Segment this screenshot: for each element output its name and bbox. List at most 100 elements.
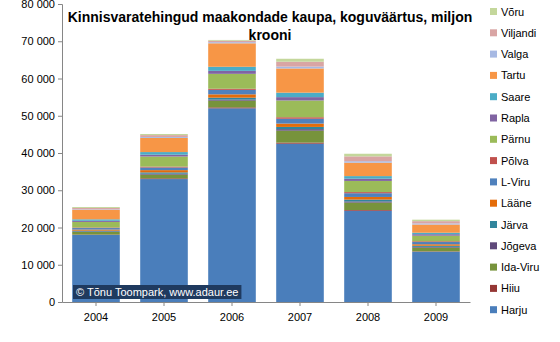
x-tick: 2004 [84, 302, 108, 323]
legend-item: Viljandi [490, 27, 536, 39]
x-tick-mark [232, 302, 233, 306]
x-tick: 2007 [288, 302, 312, 323]
bar-segment [276, 67, 324, 69]
bar-segment [72, 231, 120, 233]
bar-segment [140, 155, 188, 157]
series-group [72, 90, 460, 244]
bar-segment [276, 129, 324, 130]
legend-label: Ida-Viru [501, 261, 539, 273]
legend-label: Pärnu [501, 133, 530, 145]
annotation-group: © Tõnu Toompark, www.adaur.ee [73, 285, 241, 299]
legend-swatch [490, 8, 497, 15]
bar-segment [208, 43, 256, 66]
bar-segment [208, 74, 256, 89]
legend-item: Tartu [490, 69, 525, 81]
chart-svg: 0 10 000 20 000 30 000 40 000 50 000 60 000 70 … [0, 0, 560, 342]
legend-item: Võru [490, 6, 524, 18]
legend-label: Rapla [501, 112, 531, 124]
bar-segment [344, 156, 392, 161]
legend-item: Jõgeva [490, 240, 537, 252]
bar-segment [344, 181, 392, 192]
x-axis-line [63, 302, 471, 303]
legend-swatch [490, 200, 497, 207]
legend-item: Saare [490, 91, 530, 103]
bar-segment [208, 108, 256, 302]
bar-segment [208, 100, 256, 101]
x-tick: 2009 [424, 302, 448, 323]
y-tick-label: 80 000 [21, 0, 55, 10]
y-tick-label: 70 000 [21, 35, 55, 47]
chart-title: Kinnisvaratehingud maakondade kaupa, kog… [68, 9, 473, 43]
y-axis: 0 10 000 20 000 30 000 40 000 50 000 60 000 70 … [21, 0, 62, 308]
bar-segment [276, 62, 324, 67]
legend-swatch [490, 285, 497, 292]
chart-title-line: krooni [249, 27, 292, 43]
legend-swatch [490, 72, 497, 79]
bar-segment [344, 154, 392, 157]
legend-item: Harju [490, 304, 527, 316]
legend-label: Hiiu [501, 282, 520, 294]
legend-label: Järva [501, 219, 529, 231]
series-group [72, 42, 460, 224]
y-tick-label: 50 000 [21, 110, 55, 122]
y-tick-label: 60 000 [21, 73, 55, 85]
y-tick-mark [58, 302, 62, 303]
legend-item: Valga [490, 48, 529, 60]
legend-swatch [490, 264, 497, 271]
bar-segment [140, 173, 188, 175]
bar-segment [344, 193, 392, 197]
y-tick: 80 000 [21, 0, 62, 10]
x-tick-label: 2006 [220, 311, 244, 323]
bar-segment [412, 221, 460, 223]
bar-segment [412, 236, 460, 242]
legend-label: L-Viru [501, 176, 530, 188]
legend-label: Viljandi [501, 27, 536, 39]
bar-segment [344, 176, 392, 179]
legend-swatch [490, 242, 497, 249]
bar-segment [72, 207, 120, 209]
legend-item: Pärnu [490, 133, 530, 145]
y-tick-mark [58, 190, 62, 191]
x-tick-label: 2007 [288, 311, 312, 323]
bar-segment [344, 161, 392, 162]
legend-label: Saare [501, 91, 530, 103]
x-tick-mark [368, 302, 369, 306]
series-group [72, 107, 460, 251]
bar-segment [208, 67, 256, 71]
bar-segment [344, 163, 392, 176]
bar-segment [412, 223, 460, 224]
y-tick: 50 000 [21, 110, 62, 122]
y-tick-label: 0 [49, 296, 55, 308]
chart-container: 0 10 000 20 000 30 000 40 000 50 000 60 000 70 … [0, 0, 560, 342]
x-tick-mark [96, 302, 97, 306]
bar-segment [72, 208, 120, 209]
series-group [72, 101, 460, 252]
legend-swatch [490, 178, 497, 185]
bar-segment [412, 246, 460, 247]
bar-segment [276, 100, 324, 117]
x-axis: 200420052006200720082009 [63, 302, 471, 323]
legend-item: Rapla [490, 112, 531, 124]
series-group [72, 108, 460, 302]
bar-segment [72, 209, 120, 211]
bar-segment [412, 233, 460, 234]
y-tick-label: 10 000 [21, 259, 55, 271]
legend-label: Lääne [501, 197, 532, 209]
bar-segment [208, 89, 256, 90]
x-tick-mark [436, 302, 437, 306]
legend-swatch [490, 115, 497, 122]
annotation-background [73, 285, 241, 299]
y-tick: 30 000 [21, 184, 62, 196]
bar-segment [208, 101, 256, 108]
bar-segment [412, 252, 460, 302]
bar-segment [208, 98, 256, 100]
y-tick-label: 40 000 [21, 147, 55, 159]
bar-segment [344, 201, 392, 202]
bar-segment [412, 220, 460, 221]
series-group [72, 67, 460, 234]
y-tick: 20 000 [21, 222, 62, 234]
bar-segment [140, 134, 188, 135]
legend-item: Põlva [490, 155, 529, 167]
legend-swatch [490, 221, 497, 228]
bar-segment [72, 232, 120, 235]
